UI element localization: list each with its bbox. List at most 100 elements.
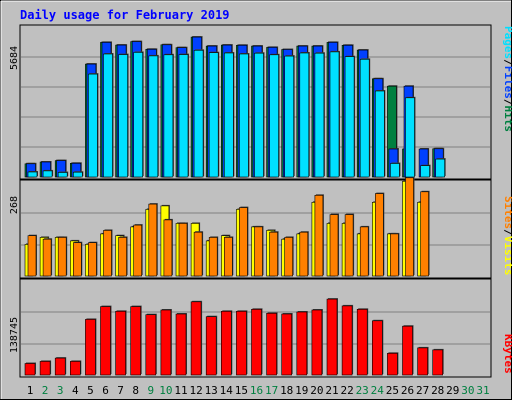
bar-kbytes-day-23 bbox=[356, 308, 368, 376]
day-label-4: 4 bbox=[72, 384, 79, 397]
day-label-12: 12 bbox=[189, 384, 202, 397]
bar-sites-day-4 bbox=[73, 242, 82, 277]
chart-title: Daily usage for February 2019 bbox=[20, 8, 230, 22]
bar-pages-day-3 bbox=[57, 172, 68, 178]
bar-kbytes-day-27 bbox=[417, 347, 428, 376]
bar-kbytes-day-26 bbox=[402, 325, 413, 376]
bar-kbytes-day-12 bbox=[190, 301, 202, 376]
bar-sites-day-3 bbox=[57, 237, 67, 277]
bar-pages-day-28 bbox=[435, 158, 446, 178]
bar-pages-day-21 bbox=[329, 51, 340, 178]
bottom-axis-label: KBytes bbox=[502, 334, 512, 374]
axis-label-part-1-2: Visits bbox=[502, 236, 512, 276]
bar-kbytes-day-17 bbox=[266, 312, 277, 376]
bars bbox=[24, 36, 446, 376]
bottom-max-label: 138745 bbox=[9, 317, 20, 353]
bar-pages-day-13 bbox=[208, 52, 219, 178]
bar-pages-day-9 bbox=[148, 55, 159, 178]
bar-sites-day-23 bbox=[359, 226, 369, 277]
bar-kbytes-day-10 bbox=[160, 309, 172, 376]
day-label-28: 28 bbox=[431, 384, 444, 397]
bar-sites-day-14 bbox=[224, 237, 233, 277]
bar-pages-day-26 bbox=[405, 97, 415, 178]
day-label-20: 20 bbox=[310, 384, 323, 397]
bar-kbytes-day-7 bbox=[115, 310, 126, 376]
middle-axis-label: Sites/Visits bbox=[502, 196, 512, 276]
bar-sites-day-24 bbox=[374, 193, 384, 277]
day-label-24: 24 bbox=[371, 384, 385, 397]
bar-kbytes-day-9 bbox=[145, 314, 157, 376]
bar-sites-day-26 bbox=[405, 177, 414, 277]
bar-sites-day-18 bbox=[284, 237, 294, 277]
day-label-26: 26 bbox=[401, 384, 414, 397]
axis-label-part-1-1: / bbox=[502, 229, 512, 236]
bar-sites-day-7 bbox=[118, 237, 127, 277]
bar-kbytes-day-24 bbox=[371, 320, 383, 376]
bar-sites-day-15 bbox=[239, 207, 248, 277]
bar-sites-day-9 bbox=[148, 203, 158, 277]
bar-pages-day-14 bbox=[224, 52, 234, 178]
bar-sites-day-19 bbox=[299, 231, 309, 277]
bar-pages-day-24 bbox=[374, 90, 385, 178]
bar-pages-day-16 bbox=[254, 52, 264, 178]
axis-label-part-0-1: / bbox=[502, 59, 512, 66]
top-max-label: 5684 bbox=[9, 46, 20, 70]
bar-sites-day-17 bbox=[269, 231, 278, 277]
bar-pages-day-1 bbox=[27, 171, 38, 178]
bar-kbytes-day-3 bbox=[54, 357, 66, 376]
day-label-25: 25 bbox=[386, 384, 399, 397]
day-label-15: 15 bbox=[235, 384, 248, 397]
bar-kbytes-day-8 bbox=[130, 306, 141, 376]
bar-kbytes-day-18 bbox=[281, 313, 293, 376]
bar-kbytes-day-6 bbox=[100, 306, 111, 376]
bar-sites-day-5 bbox=[88, 242, 97, 277]
middle-max-label: 268 bbox=[9, 196, 20, 214]
top-axis-label: Pages/Files/Hits bbox=[502, 26, 512, 132]
bar-sites-day-27 bbox=[420, 191, 429, 277]
bar-sites-day-16 bbox=[254, 226, 263, 277]
axis-label-part-0-2: Files bbox=[502, 66, 512, 99]
bar-pages-day-6 bbox=[103, 53, 113, 178]
bar-kbytes-day-13 bbox=[205, 316, 217, 376]
day-label-9: 9 bbox=[147, 384, 154, 397]
day-label-21: 21 bbox=[325, 384, 338, 397]
axis-label-part-2-0: KBytes bbox=[502, 334, 512, 374]
bar-pages-day-12 bbox=[193, 49, 204, 178]
axis-label-part-0-0: Pages bbox=[502, 26, 512, 59]
day-label-13: 13 bbox=[205, 384, 218, 397]
bar-sites-day-22 bbox=[344, 214, 354, 277]
day-label-11: 11 bbox=[174, 384, 187, 397]
bar-pages-day-15 bbox=[239, 53, 249, 178]
bar-kbytes-day-19 bbox=[296, 311, 308, 376]
bar-sites-day-2 bbox=[42, 238, 52, 277]
bar-sites-day-21 bbox=[329, 214, 339, 277]
bar-kbytes-day-14 bbox=[221, 310, 232, 376]
day-label-29: 29 bbox=[446, 384, 459, 397]
axis-label-part-1-0: Sites bbox=[502, 196, 512, 229]
bar-sites-day-1 bbox=[27, 235, 37, 277]
day-label-6: 6 bbox=[102, 384, 109, 397]
bar-kbytes-day-28 bbox=[432, 349, 444, 376]
bar-sites-day-11 bbox=[178, 223, 188, 277]
bar-kbytes-day-16 bbox=[251, 308, 262, 376]
bar-kbytes-day-25 bbox=[387, 352, 398, 376]
bar-pages-day-7 bbox=[118, 54, 128, 178]
bar-kbytes-day-20 bbox=[311, 309, 323, 376]
bar-pages-day-17 bbox=[269, 54, 279, 178]
day-label-18: 18 bbox=[280, 384, 293, 397]
bar-sites-day-6 bbox=[103, 230, 112, 277]
day-label-17: 17 bbox=[265, 384, 278, 397]
day-label-3: 3 bbox=[57, 384, 64, 397]
bar-pages-day-11 bbox=[178, 54, 189, 178]
day-label-5: 5 bbox=[87, 384, 94, 397]
bar-pages-day-25 bbox=[390, 163, 400, 178]
day-label-27: 27 bbox=[416, 384, 429, 397]
bar-sites-day-20 bbox=[314, 195, 324, 277]
bar-kbytes-day-22 bbox=[341, 305, 353, 376]
bar-pages-day-10 bbox=[163, 54, 174, 178]
day-label-7: 7 bbox=[117, 384, 124, 397]
bar-kbytes-day-1 bbox=[24, 363, 36, 376]
bar-sites-day-8 bbox=[133, 224, 142, 277]
day-label-2: 2 bbox=[42, 384, 49, 397]
